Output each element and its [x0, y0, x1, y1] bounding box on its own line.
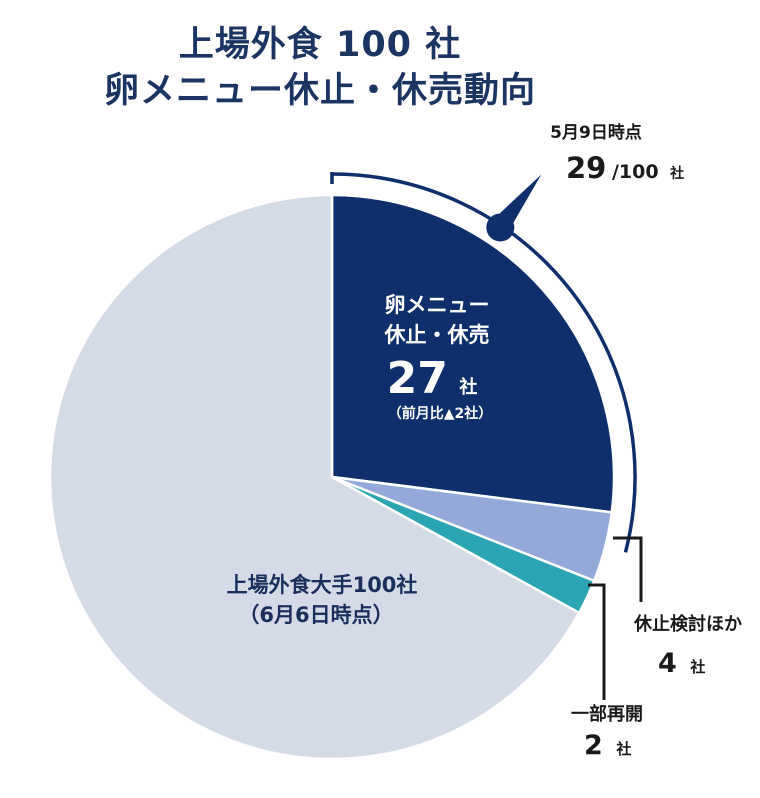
review-number: 4 — [658, 648, 677, 679]
title-line-2: 卵メニュー休止・休売動向 — [103, 71, 536, 111]
resume-label: 一部再開 — [571, 703, 643, 725]
may-date-label: 5月9日時点 — [550, 122, 642, 143]
chart-title: 上場外食 100 社 卵メニュー休止・休売動向 — [0, 22, 640, 114]
review-label: 休止検討ほか — [633, 613, 742, 635]
may-unit: 社 — [669, 165, 684, 182]
resume-number: 2 — [584, 730, 603, 761]
may-number: 29 — [566, 151, 606, 185]
pie-slice-big — [48, 193, 581, 761]
big-slice-label-line2: （6月6日時点） — [238, 603, 393, 627]
pie-slice-main — [330, 193, 616, 514]
review-leader-line — [613, 536, 643, 602]
may-value: 29 /100 社 — [566, 151, 684, 185]
main-slice-number: 27 — [387, 353, 448, 404]
main-slice-value: 27 社 — [387, 353, 478, 404]
resume-value: 2 社 — [584, 730, 631, 761]
main-slice-label-line1: 卵メニュー — [385, 293, 490, 317]
pie-slices — [48, 193, 616, 761]
review-unit: 社 — [689, 658, 705, 676]
main-slice-change: （前月比▲2社） — [388, 405, 493, 422]
may-highlight-arc — [331, 172, 637, 553]
main-slice-label-line2: 休止・休売 — [384, 323, 490, 347]
review-value: 4 社 — [658, 648, 705, 679]
big-slice-label-line1: 上場外食大手100社 — [227, 573, 418, 597]
may-suffix: /100 — [612, 161, 659, 183]
may-marker-pointer — [494, 174, 542, 232]
resume-leader-line — [588, 583, 606, 700]
resume-unit: 社 — [615, 740, 631, 758]
title-line-1: 上場外食 100 社 — [178, 25, 462, 65]
main-slice-unit: 社 — [459, 376, 477, 398]
